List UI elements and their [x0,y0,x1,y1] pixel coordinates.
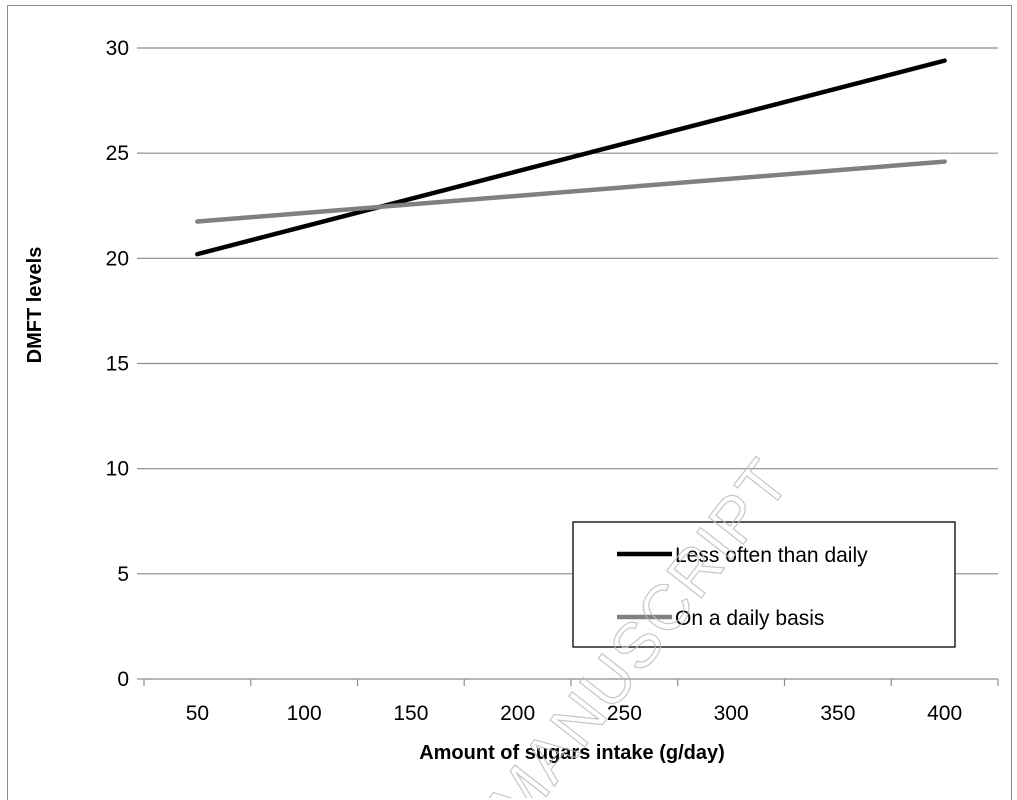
x-tick-label: 50 [186,702,209,725]
y-tick-label: 15 [106,353,129,376]
x-tick-label: 200 [500,702,535,725]
series-lines [195,58,947,257]
series-line-1 [195,58,947,257]
y-axis-ticks: 0 5 10 15 20 25 30 [106,37,144,691]
x-tick-label: 300 [714,702,749,725]
chart-frame [7,5,1012,800]
y-tick-label: 0 [117,668,129,691]
legend-box [572,521,956,648]
y-tick-label: 20 [106,247,129,270]
x-axis-title: Amount of sugars intake (g/day) [419,742,725,764]
x-tick-label: 150 [393,702,428,725]
y-tick-label: 5 [117,563,129,586]
y-axis-title: DMFT levels [24,247,46,364]
x-tick-label: 250 [607,702,642,725]
y-tick-label: 25 [106,142,129,165]
legend-label-2: On a daily basis [675,607,824,630]
y-tick-label: 10 [106,458,129,481]
x-tick-label: 400 [927,702,962,725]
x-axis-ticks: 50 100 150 200 250 300 350 400 [143,679,999,725]
y-tick-label: 30 [106,37,129,60]
gridlines [144,47,998,575]
legend: Less often than daily On a daily basis [572,521,956,648]
series-line-2 [195,159,947,224]
x-tick-label: 100 [287,702,322,725]
x-tick-label: 350 [820,702,855,725]
legend-label-1: Less often than daily [675,544,868,567]
